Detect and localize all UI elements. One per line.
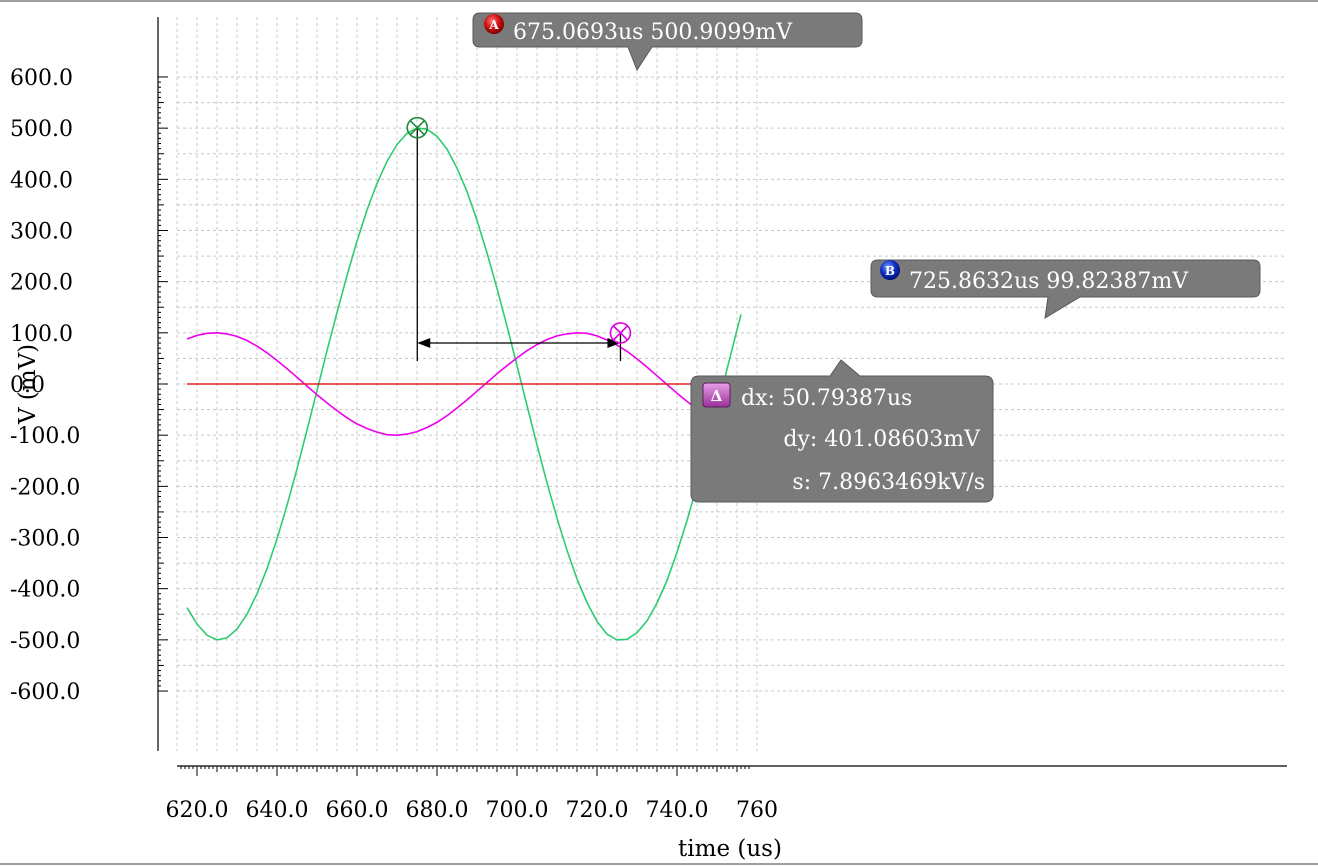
x-tick-label: 760 — [736, 798, 778, 823]
x-tick-label: 640.0 — [246, 798, 309, 823]
marker-b-badge-icon — [880, 260, 900, 280]
x-tick-label: 740.0 — [646, 798, 709, 823]
delta-arrow-right-head — [607, 338, 621, 348]
delta-dx-text: dx: 50.79387us — [741, 386, 912, 411]
y-axis-title: V (mV) — [15, 344, 41, 425]
marker-b-symbol[interactable] — [609, 322, 632, 344]
y-tick-label: -200.0 — [10, 475, 80, 500]
y-tick-label: -600.0 — [10, 680, 80, 705]
delta-arrow-left-head — [417, 338, 431, 348]
marker-a-badge-letter: A — [488, 18, 499, 32]
x-tick-label: 720.0 — [566, 798, 629, 823]
delta-slope-text: s: 7.8963469kV/s — [792, 470, 985, 495]
delta-label[interactable]: Δ dx: 50.79387us dy: 401.08603mV s: 7.89… — [690, 359, 994, 503]
y-tick-label: -400.0 — [10, 578, 80, 603]
series-line-2 — [186, 331, 742, 437]
marker-b-badge-letter: B — [885, 264, 895, 278]
x-tick-label: 620.0 — [166, 798, 229, 823]
delta-badge-icon — [702, 382, 731, 408]
x-tick-label: 700.0 — [486, 798, 549, 823]
x-tick-label: 680.0 — [406, 798, 469, 823]
y-tick-label: 500.0 — [10, 117, 73, 142]
delta-badge-symbol: Δ — [711, 387, 723, 405]
annotations: A 675.0693us 500.9099mV B 725.8632us 99.… — [406, 12, 1261, 503]
axis-tick-labels: 620.0 640.0 660.0 680.0 700.0 720.0 740.0 760 60… — [10, 66, 778, 823]
marker-a-text: 675.0693us 500.9099mV — [513, 20, 793, 45]
y-tick-label: 200.0 — [10, 271, 73, 296]
y-tick-label: -100.0 — [10, 424, 80, 449]
marker-b-label[interactable]: B 725.8632us 99.82387mV — [870, 259, 1261, 319]
marker-b-text: 725.8632us 99.82387mV — [909, 269, 1189, 294]
y-tick-label: 300.0 — [10, 219, 73, 244]
marker-a-badge-icon — [484, 14, 504, 34]
y-tick-label: 0.0 — [10, 373, 45, 398]
delta-dy-text: dy: 401.08603mV — [783, 427, 981, 452]
y-tick-label: 600.0 — [10, 66, 73, 91]
series-lines — [186, 127, 742, 641]
marker-a-symbol[interactable] — [406, 116, 429, 139]
y-tick-label: -500.0 — [10, 629, 80, 654]
marker-a-label[interactable]: A 675.0693us 500.9099mV — [472, 12, 863, 72]
y-tick-label: 400.0 — [10, 168, 73, 193]
axis-ticks — [158, 76, 750, 776]
x-axis-title: time (us) — [678, 836, 782, 862]
y-tick-label: -300.0 — [10, 527, 80, 552]
y-tick-label: 100.0 — [10, 322, 73, 347]
x-tick-label: 660.0 — [326, 798, 389, 823]
series-line-1 — [186, 127, 742, 641]
